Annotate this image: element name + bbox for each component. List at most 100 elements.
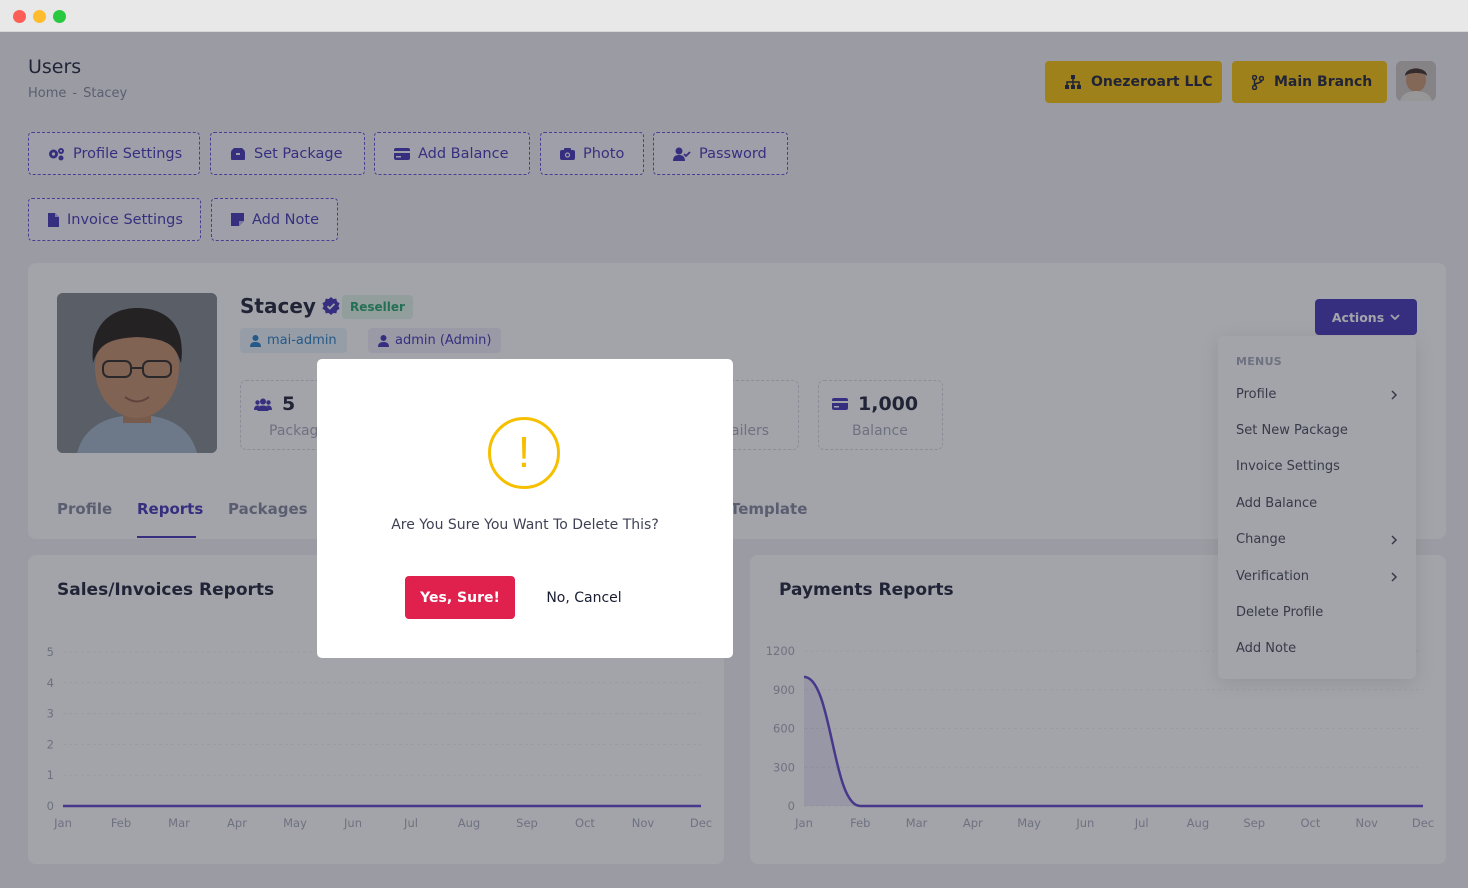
add-note-label: Add Note bbox=[252, 211, 320, 228]
breadcrumb-home[interactable]: Home bbox=[28, 86, 67, 101]
x-tick-label: Mar bbox=[906, 816, 928, 830]
admin-chip[interactable]: admin (Admin) bbox=[368, 328, 502, 353]
menu-header: MENUS bbox=[1236, 355, 1283, 368]
x-tick-label: Sep bbox=[516, 816, 538, 830]
warning-icon: ! bbox=[488, 417, 560, 489]
resellers-stat-label: ailers bbox=[731, 423, 770, 439]
breadcrumb-separator: - bbox=[72, 86, 78, 101]
branch-button[interactable]: Main Branch bbox=[1232, 61, 1387, 103]
x-tick-label: Apr bbox=[227, 816, 247, 830]
balance-stat-label: Balance bbox=[852, 423, 908, 439]
y-tick-label: 5 bbox=[47, 645, 54, 659]
profile-name-row: Stacey bbox=[240, 294, 340, 318]
dialog-message: Are You Sure You Want To Delete This? bbox=[391, 517, 659, 533]
menu-item-add-balance[interactable]: Add Balance bbox=[1236, 496, 1398, 511]
user-avatar[interactable] bbox=[1396, 61, 1436, 101]
window-titlebar bbox=[0, 0, 1468, 32]
x-tick-label: Jan bbox=[53, 816, 72, 830]
set-package-button[interactable]: Set Package bbox=[210, 132, 365, 175]
confirm-button[interactable]: Yes, Sure! bbox=[405, 576, 515, 619]
chevron-down-icon bbox=[1390, 313, 1400, 320]
x-tick-label: Nov bbox=[632, 816, 655, 830]
maximize-window-button[interactable] bbox=[53, 10, 66, 23]
company-button-label: Onezeroart LLC bbox=[1091, 74, 1213, 90]
user-chip-label: mai-admin bbox=[267, 333, 337, 348]
add-note-button[interactable]: Add Note bbox=[211, 198, 338, 241]
actions-menu: MENUS Profile Set New Package Invoice Sett… bbox=[1218, 336, 1416, 679]
menu-item-label: Add Balance bbox=[1236, 496, 1318, 511]
series-line bbox=[803, 675, 1423, 808]
photo-button[interactable]: Photo bbox=[540, 132, 644, 175]
x-tick-label: Aug bbox=[1187, 816, 1209, 830]
credit-card-icon bbox=[832, 398, 848, 410]
actions-button[interactable]: Actions bbox=[1315, 299, 1417, 335]
page: Users Home - Stacey Onezeroart LLC Main Br… bbox=[0, 32, 1468, 888]
y-tick-label: 1200 bbox=[766, 644, 795, 658]
x-tick-label: Feb bbox=[850, 816, 870, 830]
packages-stat-value-row: 5 bbox=[254, 393, 295, 415]
balance-stat-value: 1,000 bbox=[858, 393, 919, 415]
add-balance-label: Add Balance bbox=[418, 145, 509, 162]
invoice-settings-button[interactable]: Invoice Settings bbox=[28, 198, 201, 241]
add-balance-button[interactable]: Add Balance bbox=[374, 132, 530, 175]
gears-icon bbox=[49, 147, 64, 160]
tab-reports[interactable]: Reports bbox=[137, 500, 204, 518]
profile-photo bbox=[57, 293, 217, 453]
reseller-badge: Reseller bbox=[342, 295, 413, 319]
active-tab-indicator bbox=[137, 536, 196, 538]
y-tick-label: 4 bbox=[47, 676, 54, 690]
x-tick-label: Oct bbox=[575, 816, 595, 830]
tab-profile[interactable]: Profile bbox=[57, 500, 113, 518]
packages-stat: 5 Packag bbox=[240, 380, 365, 450]
menu-item-verification[interactable]: Verification bbox=[1236, 569, 1398, 584]
payments-report-chart: 1200 900 600 300 0 Jan Feb Mar Apr May Jun Jul Aug Se… bbox=[766, 644, 1434, 830]
menu-item-add-note[interactable]: Add Note bbox=[1236, 641, 1398, 656]
menu-item-invoice-settings[interactable]: Invoice Settings bbox=[1236, 459, 1398, 474]
password-button[interactable]: Password bbox=[653, 132, 788, 175]
x-tick-label: Jul bbox=[403, 816, 418, 830]
y-tick-label: 0 bbox=[788, 799, 795, 813]
x-tick-label: Oct bbox=[1301, 816, 1321, 830]
sitemap-icon bbox=[1065, 75, 1081, 89]
menu-item-label: Delete Profile bbox=[1236, 605, 1324, 620]
y-tick-label: 900 bbox=[773, 683, 795, 697]
menu-item-label: Profile bbox=[1236, 387, 1277, 402]
profile-settings-label: Profile Settings bbox=[73, 145, 183, 162]
user-chip[interactable]: mai-admin bbox=[240, 328, 347, 353]
profile-name: Stacey bbox=[240, 294, 316, 318]
y-tick-label: 1 bbox=[47, 768, 54, 782]
confirm-delete-dialog: ! Are You Sure You Want To Delete This? … bbox=[317, 359, 733, 658]
packages-stat-value: 5 bbox=[282, 393, 296, 415]
x-tick-label: Feb bbox=[111, 816, 131, 830]
chevron-right-icon bbox=[1391, 534, 1398, 545]
verified-badge-icon bbox=[322, 297, 340, 315]
photo-label: Photo bbox=[583, 145, 625, 162]
users-icon bbox=[254, 398, 272, 411]
menu-item-profile[interactable]: Profile bbox=[1236, 387, 1398, 402]
close-window-button[interactable] bbox=[13, 10, 26, 23]
menu-item-set-new-package[interactable]: Set New Package bbox=[1236, 423, 1398, 438]
admin-chip-label: admin (Admin) bbox=[395, 333, 492, 348]
menu-item-label: Verification bbox=[1236, 569, 1310, 584]
menu-item-change[interactable]: Change bbox=[1236, 532, 1398, 547]
minimize-window-button[interactable] bbox=[33, 10, 46, 23]
chevron-right-icon bbox=[1391, 389, 1398, 400]
x-tick-label: Dec bbox=[1412, 816, 1434, 830]
menu-item-delete-profile[interactable]: Delete Profile bbox=[1236, 605, 1398, 620]
credit-card-icon bbox=[394, 147, 410, 160]
company-button[interactable]: Onezeroart LLC bbox=[1045, 61, 1222, 103]
x-tick-label: Jun bbox=[343, 816, 362, 830]
modal-backdrop[interactable] bbox=[0, 32, 1468, 888]
x-tick-label: Mar bbox=[168, 816, 190, 830]
cancel-button[interactable]: No, Cancel bbox=[546, 589, 622, 606]
menu-item-label: Add Note bbox=[1236, 641, 1297, 656]
tab-template[interactable]: Template bbox=[730, 500, 808, 518]
x-tick-label: Dec bbox=[690, 816, 712, 830]
profile-settings-button[interactable]: Profile Settings bbox=[28, 132, 200, 175]
y-tick-label: 600 bbox=[773, 722, 795, 736]
page-title: Users bbox=[28, 56, 82, 78]
actions-button-label: Actions bbox=[1331, 309, 1385, 325]
tab-packages[interactable]: Packages bbox=[228, 500, 308, 518]
user-check-icon bbox=[673, 147, 691, 161]
y-tick-label: 3 bbox=[47, 707, 54, 721]
